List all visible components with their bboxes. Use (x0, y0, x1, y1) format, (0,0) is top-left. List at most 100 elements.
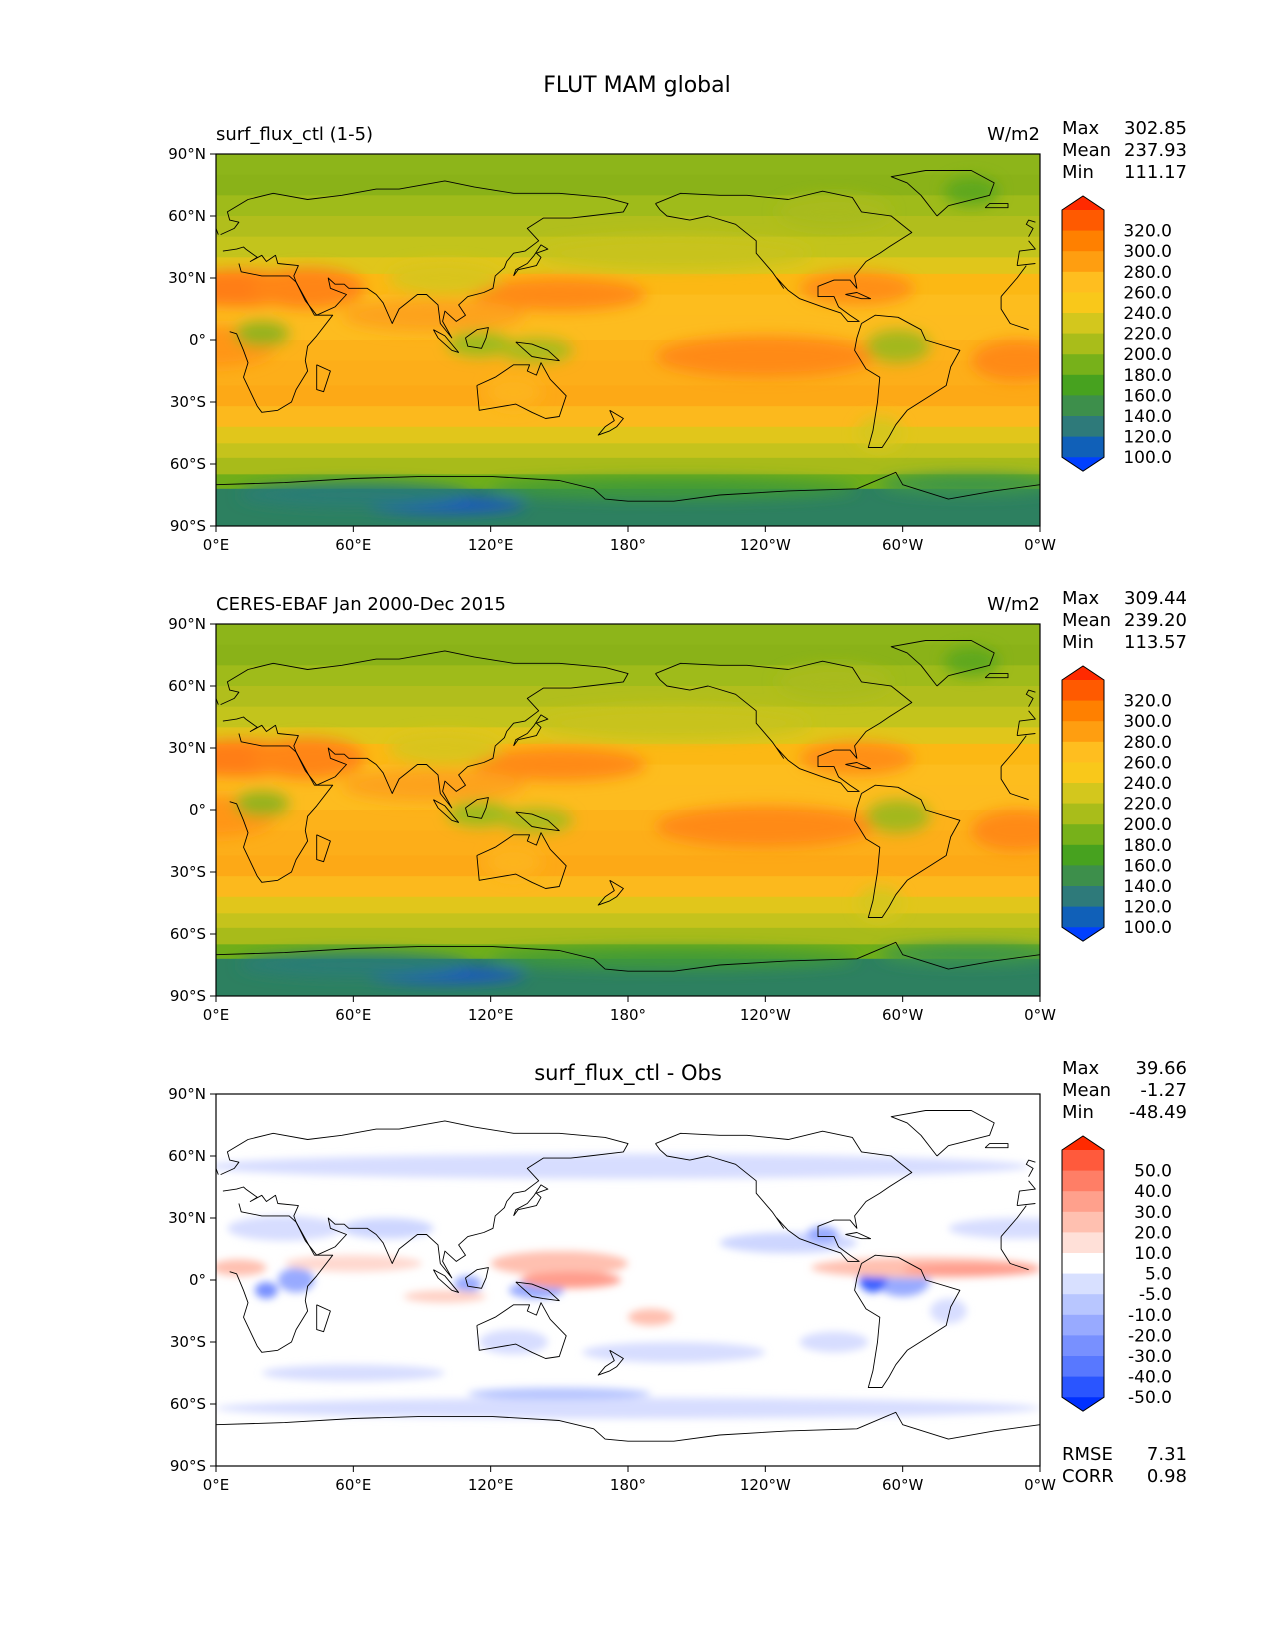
colorbar-segment (1062, 374, 1104, 396)
zonal-band (216, 195, 1040, 217)
colorbar-extend-min (1062, 927, 1104, 942)
lon-tick-label: 180° (610, 1476, 646, 1494)
panel-2-max-label: Max (1062, 588, 1100, 609)
lat-tick-label: 60°N (168, 1147, 206, 1165)
colorbar-segment (1062, 313, 1104, 334)
colorbar-tick-label: 220.0 (1123, 795, 1172, 815)
colorbar-tick-label: 100.0 (1123, 918, 1172, 938)
colorbar-segment (1062, 762, 1104, 784)
field-blob (387, 731, 503, 765)
colorbar-segment (1062, 886, 1104, 907)
lon-tick-label: 0°E (203, 536, 230, 554)
colorbar-segment (1062, 700, 1104, 722)
zonal-band (216, 426, 1040, 444)
lat-tick-label: 90°N (168, 615, 206, 633)
panel-3-mean-label: Mean (1062, 1080, 1111, 1101)
coastline (984, 673, 1009, 679)
field-blob (655, 805, 876, 848)
panel-3-corr-label: CORR (1062, 1466, 1114, 1487)
lon-tick-label: 120°W (740, 536, 791, 554)
lat-tick-label: 60°S (170, 1395, 206, 1413)
panel-3-mean-value: -1.27 (1140, 1080, 1187, 1101)
lon-tick-label: 0°W (1024, 1006, 1056, 1024)
panel-3-min-value: -48.49 (1129, 1102, 1187, 1123)
coastline (597, 1349, 624, 1376)
lat-tick-label: 30°S (170, 863, 206, 881)
coastline (845, 1232, 872, 1240)
colorbar-tick-label: 50.0 (1134, 1162, 1172, 1182)
field-blob (902, 1263, 1040, 1276)
colorbar-segment (1062, 1314, 1104, 1336)
coastline (229, 733, 1029, 883)
field-blob (879, 944, 1040, 965)
colorbar-tick-label: 120.0 (1123, 898, 1172, 918)
panel-1-axes: 90°N 60°N 30°N 0° 30°S 60°S 90°S0°E 60°E 120°E 18… (168, 145, 1056, 554)
colorbar-segment (1062, 824, 1104, 846)
lat-tick-label: 90°S (170, 987, 206, 1005)
field-blob (234, 321, 290, 347)
panel-3-max-value: 39.66 (1135, 1058, 1187, 1079)
lon-tick-label: 0°E (203, 1476, 230, 1494)
field-blob (490, 478, 857, 500)
field-blob (486, 375, 542, 409)
field-blob (628, 1308, 674, 1326)
lon-tick-label: 180° (610, 536, 646, 554)
field-blob (216, 1259, 267, 1276)
field-blob (261, 1364, 445, 1382)
lat-tick-label: 30°N (168, 739, 206, 757)
colorbar-outline (1061, 195, 1105, 472)
colorbar-segment (1062, 741, 1104, 763)
lat-tick-label: 0° (189, 331, 206, 349)
field-blob (856, 886, 903, 920)
colorbar-segment (1062, 416, 1104, 437)
colorbar-tick-label: 240.0 (1123, 774, 1172, 794)
colorbar-tick-label: -50.0 (1128, 1388, 1172, 1408)
field-blob (238, 482, 468, 508)
lon-tick-label: 120°E (468, 1006, 514, 1024)
colorbar-tick-label: 320.0 (1123, 222, 1172, 242)
colorbar-tick-label: 140.0 (1123, 407, 1172, 427)
field-blob (879, 474, 1040, 495)
field-blob (341, 768, 525, 802)
panel-2-map (215, 623, 1041, 997)
coastline (220, 180, 1036, 339)
colorbar-tick-label: -40.0 (1128, 1368, 1172, 1388)
colorbar-outline (1061, 665, 1105, 942)
colorbar-tick-label: 5.0 (1145, 1265, 1172, 1285)
colorbar-tick-label: 200.0 (1123, 345, 1172, 365)
coastline (216, 471, 1040, 502)
colorbar-segment (1062, 721, 1104, 743)
coastline (984, 203, 1009, 209)
lon-tick-label: 0°E (203, 1006, 230, 1024)
zonal-band (216, 855, 1040, 877)
lat-tick-label: 60°S (170, 455, 206, 473)
field-blob (806, 1226, 839, 1243)
coastline (220, 650, 1036, 809)
lat-tick-label: 90°S (170, 517, 206, 535)
colorbar-tick-label: 280.0 (1123, 263, 1172, 283)
lon-tick-label: 60°W (882, 1476, 924, 1494)
panel-2: CERES-EBAF Jan 2000-Dec 2015 W/m2 Max 30… (168, 588, 1187, 1024)
panel-1-left-label: surf_flux_ctl (1-5) (216, 124, 373, 145)
colorbar-tick-label: 260.0 (1123, 753, 1172, 773)
coastline (316, 834, 331, 863)
colorbar-segment (1062, 1150, 1104, 1171)
lon-tick-label: 60°E (335, 536, 371, 554)
colorbar-segment (1062, 230, 1104, 252)
field-blob (277, 1267, 315, 1293)
coastline (216, 1411, 1040, 1442)
coastline (655, 660, 913, 792)
panel-1-max-value: 302.85 (1124, 118, 1187, 139)
colorbar-segment (1062, 1356, 1104, 1377)
lon-tick-label: 120°E (468, 1476, 514, 1494)
field-blob (499, 337, 574, 363)
panel-3-rmse-label: RMSE (1062, 1444, 1113, 1465)
coastline (655, 190, 913, 322)
coastline (515, 341, 560, 362)
coastline (229, 263, 1029, 413)
coastline (597, 879, 624, 906)
colorbar-extend-max (1062, 196, 1104, 210)
coastline (476, 1302, 567, 1359)
coastline (465, 797, 489, 819)
colorbar-outline (1061, 1135, 1105, 1412)
